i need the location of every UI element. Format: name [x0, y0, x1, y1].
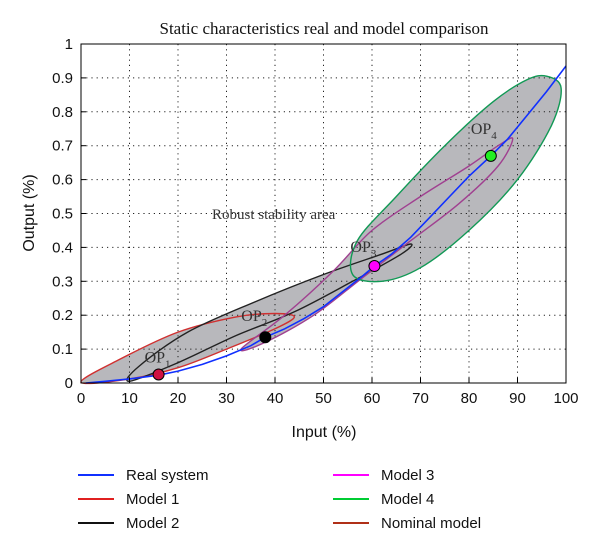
x-tick-label: 10	[121, 390, 138, 407]
operating-point-3	[368, 260, 381, 273]
legend-label: Model 2	[126, 514, 180, 532]
ellipse-model-1	[80, 312, 296, 385]
ellipse-model-3	[239, 137, 514, 352]
y-tick-label: 0.1	[52, 341, 73, 358]
operating-point-subscript: 3	[371, 248, 377, 260]
y-tick-label: 0.7	[52, 138, 73, 155]
operating-point-label: OP3	[350, 239, 376, 260]
legend-swatch	[78, 522, 114, 524]
y-tick-label: 0.5	[52, 206, 73, 223]
legend-item-model-2: Model 2	[78, 512, 179, 534]
x-tick-label: 20	[170, 390, 187, 407]
y-tick-label: 0	[65, 375, 73, 392]
chart-title: Static characteristics real and model co…	[159, 19, 489, 38]
legend-item-real-system: Real system	[78, 464, 209, 486]
x-tick-label: 50	[315, 390, 332, 407]
y-tick-label: 0.2	[52, 307, 73, 324]
legend-label: Nominal model	[381, 514, 482, 532]
legend-swatch	[333, 522, 369, 524]
x-tick-label: 0	[77, 390, 85, 407]
operating-point-label: OP2	[241, 308, 267, 329]
y-tick-label: 0.4	[52, 239, 73, 256]
legend-label: Model 4	[381, 490, 435, 508]
operating-point-subscript: 4	[491, 130, 497, 142]
chart-figure: Static characteristics real and model co…	[21, 19, 579, 441]
legend-item-model-1: Model 1	[78, 488, 179, 510]
y-axis-label: Output (%)	[21, 174, 38, 251]
operating-point-2	[259, 331, 272, 344]
x-tick-label: 90	[509, 390, 526, 407]
operating-point-subscript: 1	[165, 359, 171, 371]
y-tick-label: 1	[65, 36, 73, 53]
y-tick-label: 0.3	[52, 273, 73, 290]
x-tick-label: 30	[218, 390, 235, 407]
operating-point-4	[484, 149, 497, 162]
x-axis-label: Input (%)	[292, 424, 357, 441]
legend-swatch	[333, 474, 369, 476]
legend-label: Real system	[126, 466, 209, 484]
y-tick-label: 0.6	[52, 172, 73, 189]
operating-point-label: OP4	[471, 121, 497, 142]
legend-item-nominal-model: Nominal model	[333, 512, 481, 534]
y-tick-label: 0.8	[52, 104, 73, 121]
legend-swatch	[78, 474, 114, 476]
operating-point-1	[152, 368, 165, 381]
legend-label: Model 3	[381, 466, 435, 484]
chart-legend: Real system Model 1 Model 2 Model 3 Mode…	[0, 462, 600, 552]
plot-area: 0 10 20 30 40 50 60 70 80 90 100 0 0.1 0.2 0.3 0.4 0.5 0.…	[52, 36, 578, 407]
legend-item-model-4: Model 4	[333, 488, 434, 510]
y-tick-label: 0.9	[52, 70, 73, 87]
x-tick-label: 60	[364, 390, 381, 407]
legend-swatch	[333, 498, 369, 500]
x-tick-label: 100	[553, 390, 578, 407]
x-tick-label: 70	[412, 390, 429, 407]
legend-swatch	[78, 498, 114, 500]
operating-point-subscript: 2	[262, 317, 268, 329]
legend-item-model-3: Model 3	[333, 464, 434, 486]
x-tick-label: 80	[461, 390, 478, 407]
operating-point-label: OP1	[145, 350, 171, 371]
legend-label: Model 1	[126, 490, 180, 508]
annotation-robust-stability: Robust stability area	[212, 207, 336, 223]
x-tick-label: 40	[267, 390, 284, 407]
ellipse-model-2	[126, 243, 413, 382]
robust-area-fill	[350, 75, 562, 282]
